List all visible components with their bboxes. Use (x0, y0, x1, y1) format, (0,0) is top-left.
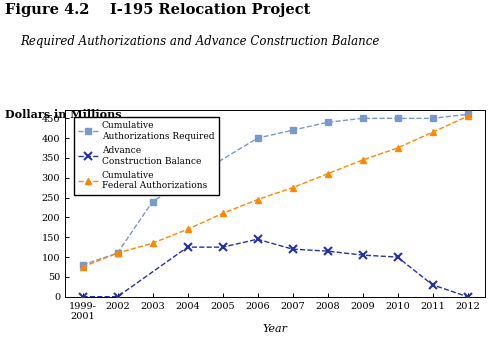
Legend: Cumulative
Authorizations Required, Advance
Construction Balance, Cumulative
Fed: Cumulative Authorizations Required, Adva… (74, 117, 219, 195)
Advance
Construction Balance (290, 247, 296, 251)
Cumulative
Federal Authorizations (80, 265, 86, 269)
Line: Cumulative
Authorizations Required: Cumulative Authorizations Required (79, 111, 471, 268)
Cumulative
Authorizations Required (464, 112, 470, 116)
Text: Dollars in Millions: Dollars in Millions (5, 109, 121, 120)
Cumulative
Authorizations Required (150, 199, 156, 204)
Advance
Construction Balance (394, 255, 400, 259)
Cumulative
Authorizations Required (360, 116, 366, 120)
Cumulative
Federal Authorizations (394, 146, 400, 150)
Cumulative
Federal Authorizations (114, 251, 120, 255)
Cumulative
Federal Authorizations (464, 114, 470, 118)
Advance
Construction Balance (324, 249, 330, 253)
Cumulative
Authorizations Required (80, 263, 86, 267)
Cumulative
Federal Authorizations (150, 241, 156, 245)
X-axis label: Year: Year (262, 324, 287, 334)
Cumulative
Authorizations Required (290, 128, 296, 132)
Cumulative
Federal Authorizations (324, 172, 330, 176)
Advance
Construction Balance (360, 253, 366, 257)
Cumulative
Federal Authorizations (254, 198, 260, 202)
Line: Advance
Construction Balance: Advance Construction Balance (78, 235, 471, 301)
Cumulative
Federal Authorizations (290, 186, 296, 190)
Cumulative
Federal Authorizations (220, 211, 226, 216)
Text: Required Authorizations and Advance Construction Balance: Required Authorizations and Advance Cons… (20, 34, 380, 48)
Cumulative
Authorizations Required (324, 120, 330, 124)
Text: Figure 4.2    I-195 Relocation Project: Figure 4.2 I-195 Relocation Project (5, 3, 310, 18)
Cumulative
Authorizations Required (114, 251, 120, 255)
Advance
Construction Balance (80, 295, 86, 299)
Advance
Construction Balance (220, 245, 226, 249)
Line: Cumulative
Federal Authorizations: Cumulative Federal Authorizations (79, 113, 471, 270)
Advance
Construction Balance (464, 295, 470, 299)
Cumulative
Federal Authorizations (360, 158, 366, 162)
Cumulative
Authorizations Required (254, 136, 260, 140)
Cumulative
Authorizations Required (394, 116, 400, 120)
Advance
Construction Balance (184, 245, 190, 249)
Cumulative
Federal Authorizations (184, 227, 190, 231)
Advance
Construction Balance (254, 237, 260, 241)
Cumulative
Federal Authorizations (430, 130, 436, 134)
Advance
Construction Balance (430, 283, 436, 287)
Cumulative
Authorizations Required (430, 116, 436, 120)
Advance
Construction Balance (114, 295, 120, 299)
